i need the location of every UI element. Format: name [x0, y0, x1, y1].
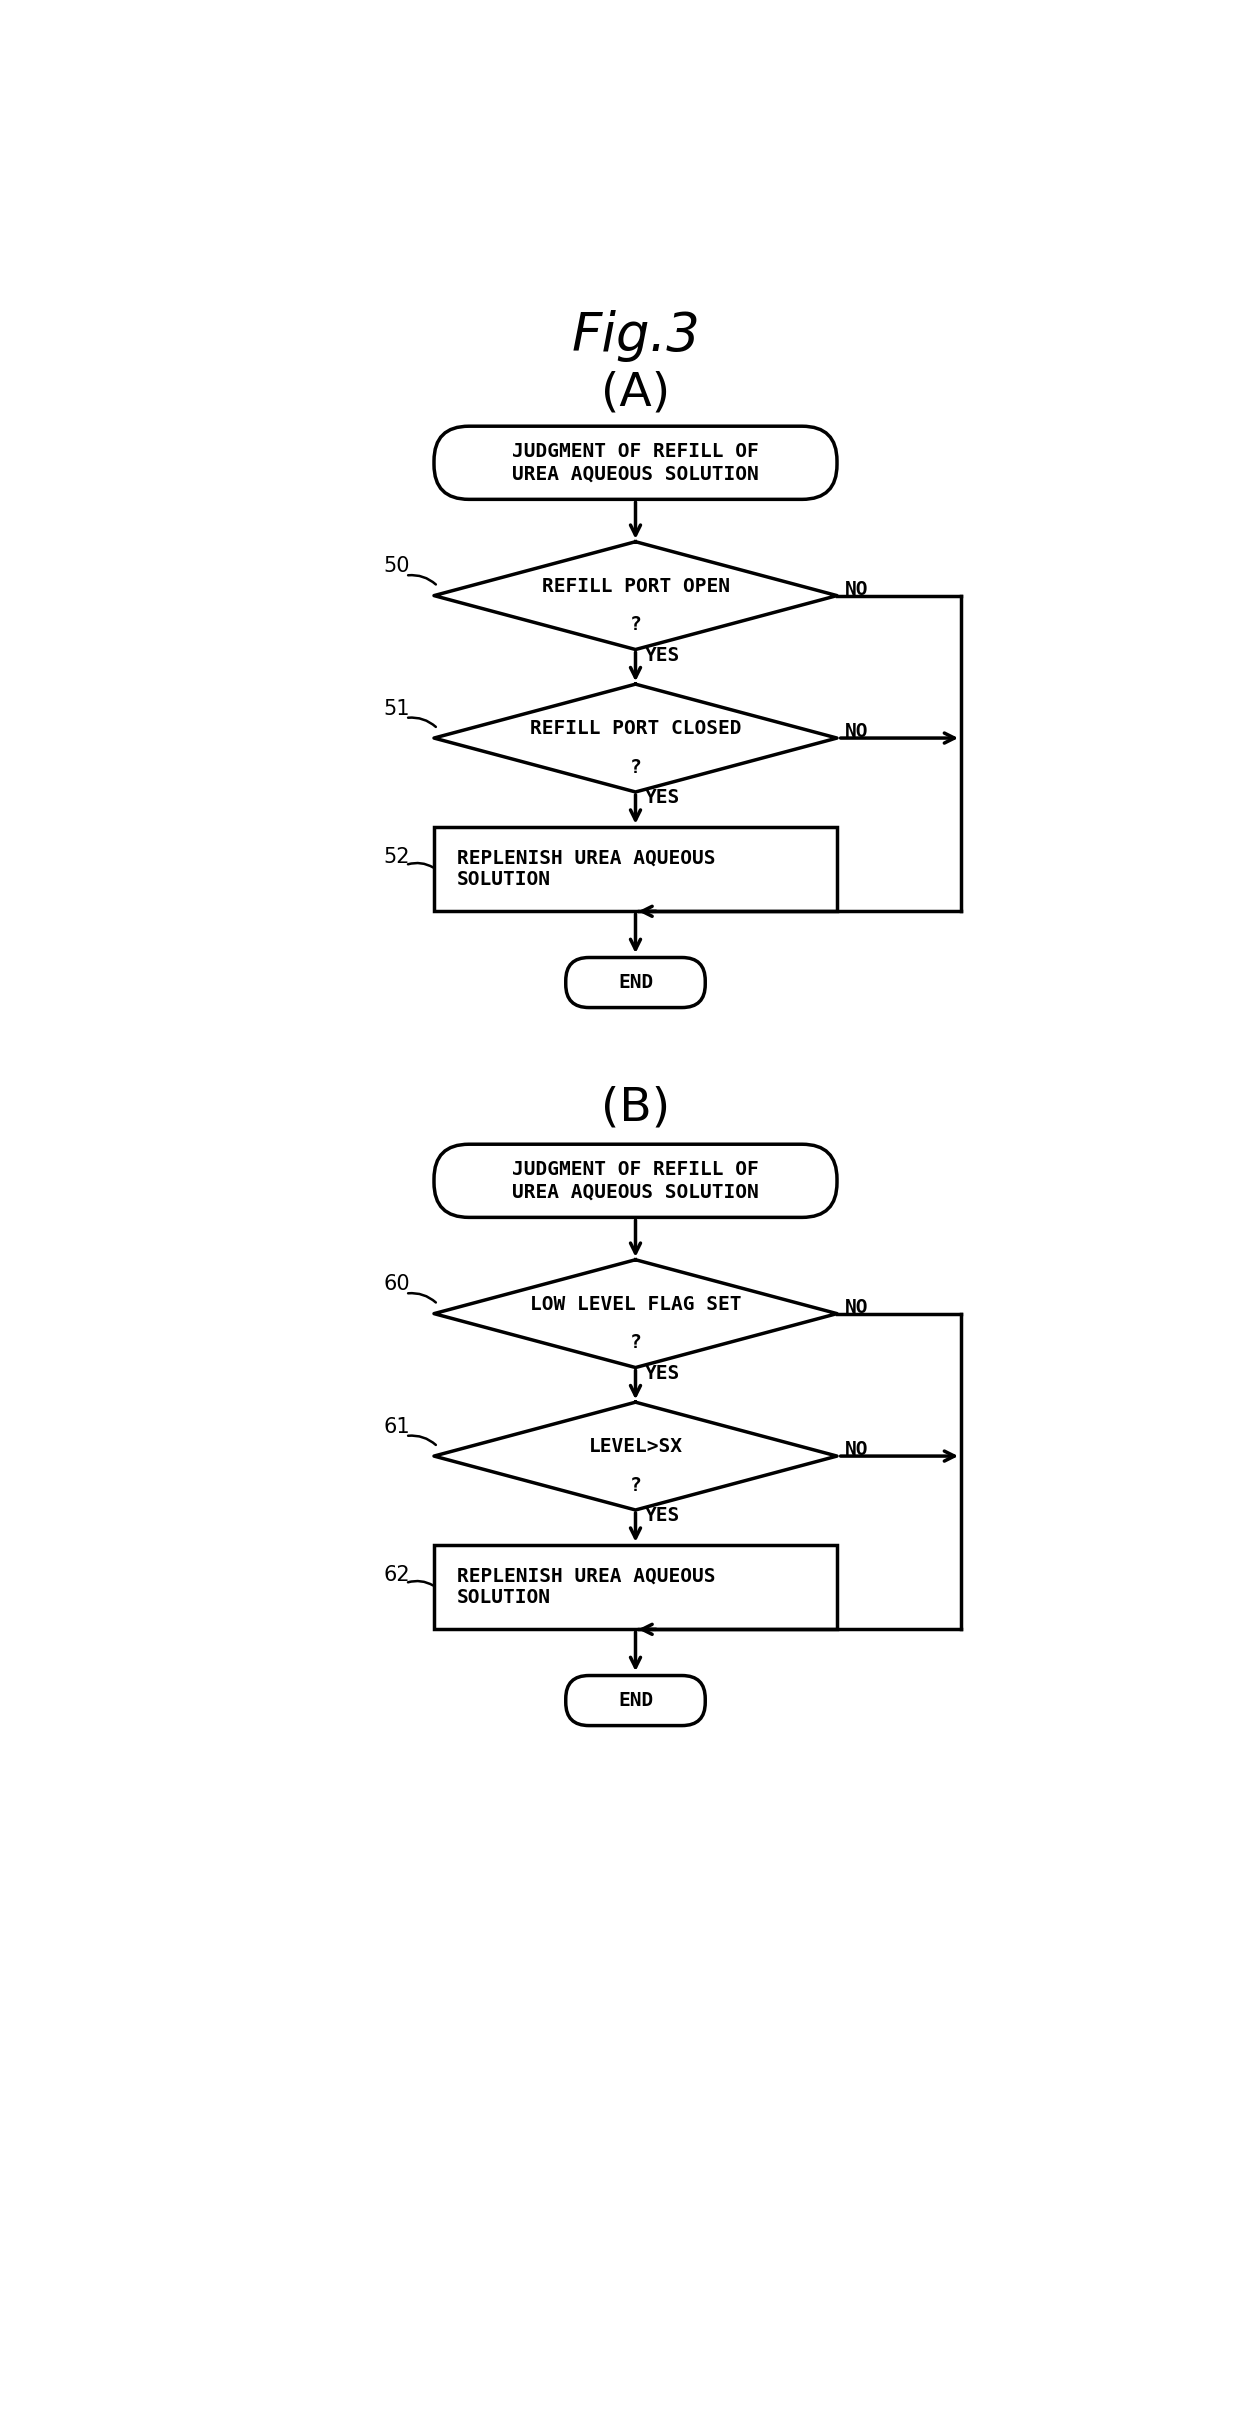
Text: LOW LEVEL FLAG SET: LOW LEVEL FLAG SET	[529, 1294, 742, 1313]
Text: (B): (B)	[601, 1085, 670, 1131]
Bar	[434, 1544, 837, 1629]
Text: ?: ?	[630, 1333, 641, 1352]
Text: NO: NO	[844, 722, 868, 742]
Text: REFILL PORT OPEN: REFILL PORT OPEN	[542, 576, 729, 596]
Text: JUDGMENT OF REFILL OF
UREA AQUEOUS SOLUTION: JUDGMENT OF REFILL OF UREA AQUEOUS SOLUT…	[512, 443, 759, 484]
Text: (A): (A)	[601, 372, 670, 416]
Text: YES: YES	[645, 788, 680, 807]
FancyBboxPatch shape	[434, 1143, 837, 1218]
Text: YES: YES	[645, 644, 680, 664]
Text: YES: YES	[645, 1364, 680, 1384]
FancyBboxPatch shape	[434, 426, 837, 499]
Text: ?: ?	[630, 615, 641, 635]
Text: NO: NO	[844, 579, 868, 598]
Text: END: END	[618, 973, 653, 992]
Text: 61: 61	[383, 1418, 410, 1437]
Text: JUDGMENT OF REFILL OF
UREA AQUEOUS SOLUTION: JUDGMENT OF REFILL OF UREA AQUEOUS SOLUT…	[512, 1160, 759, 1201]
FancyBboxPatch shape	[565, 1676, 706, 1727]
Bar	[434, 827, 837, 912]
Text: NO: NO	[844, 1440, 868, 1459]
Text: END: END	[618, 1690, 653, 1710]
Text: YES: YES	[645, 1505, 680, 1525]
Text: REFILL PORT CLOSED: REFILL PORT CLOSED	[529, 720, 742, 739]
Text: 50: 50	[383, 557, 410, 576]
Text: ?: ?	[630, 759, 641, 776]
Text: 51: 51	[383, 698, 410, 720]
FancyBboxPatch shape	[565, 958, 706, 1007]
Text: ?: ?	[630, 1476, 641, 1496]
Text: 52: 52	[383, 846, 410, 868]
Text: REPLENISH UREA AQUEOUS
SOLUTION: REPLENISH UREA AQUEOUS SOLUTION	[458, 849, 715, 890]
Text: 60: 60	[383, 1274, 410, 1294]
Text: LEVEL>SX: LEVEL>SX	[589, 1437, 682, 1457]
Text: 62: 62	[383, 1566, 410, 1586]
Text: NO: NO	[844, 1299, 868, 1318]
Text: REPLENISH UREA AQUEOUS
SOLUTION: REPLENISH UREA AQUEOUS SOLUTION	[458, 1566, 715, 1608]
Text: Fig.3: Fig.3	[572, 309, 699, 362]
